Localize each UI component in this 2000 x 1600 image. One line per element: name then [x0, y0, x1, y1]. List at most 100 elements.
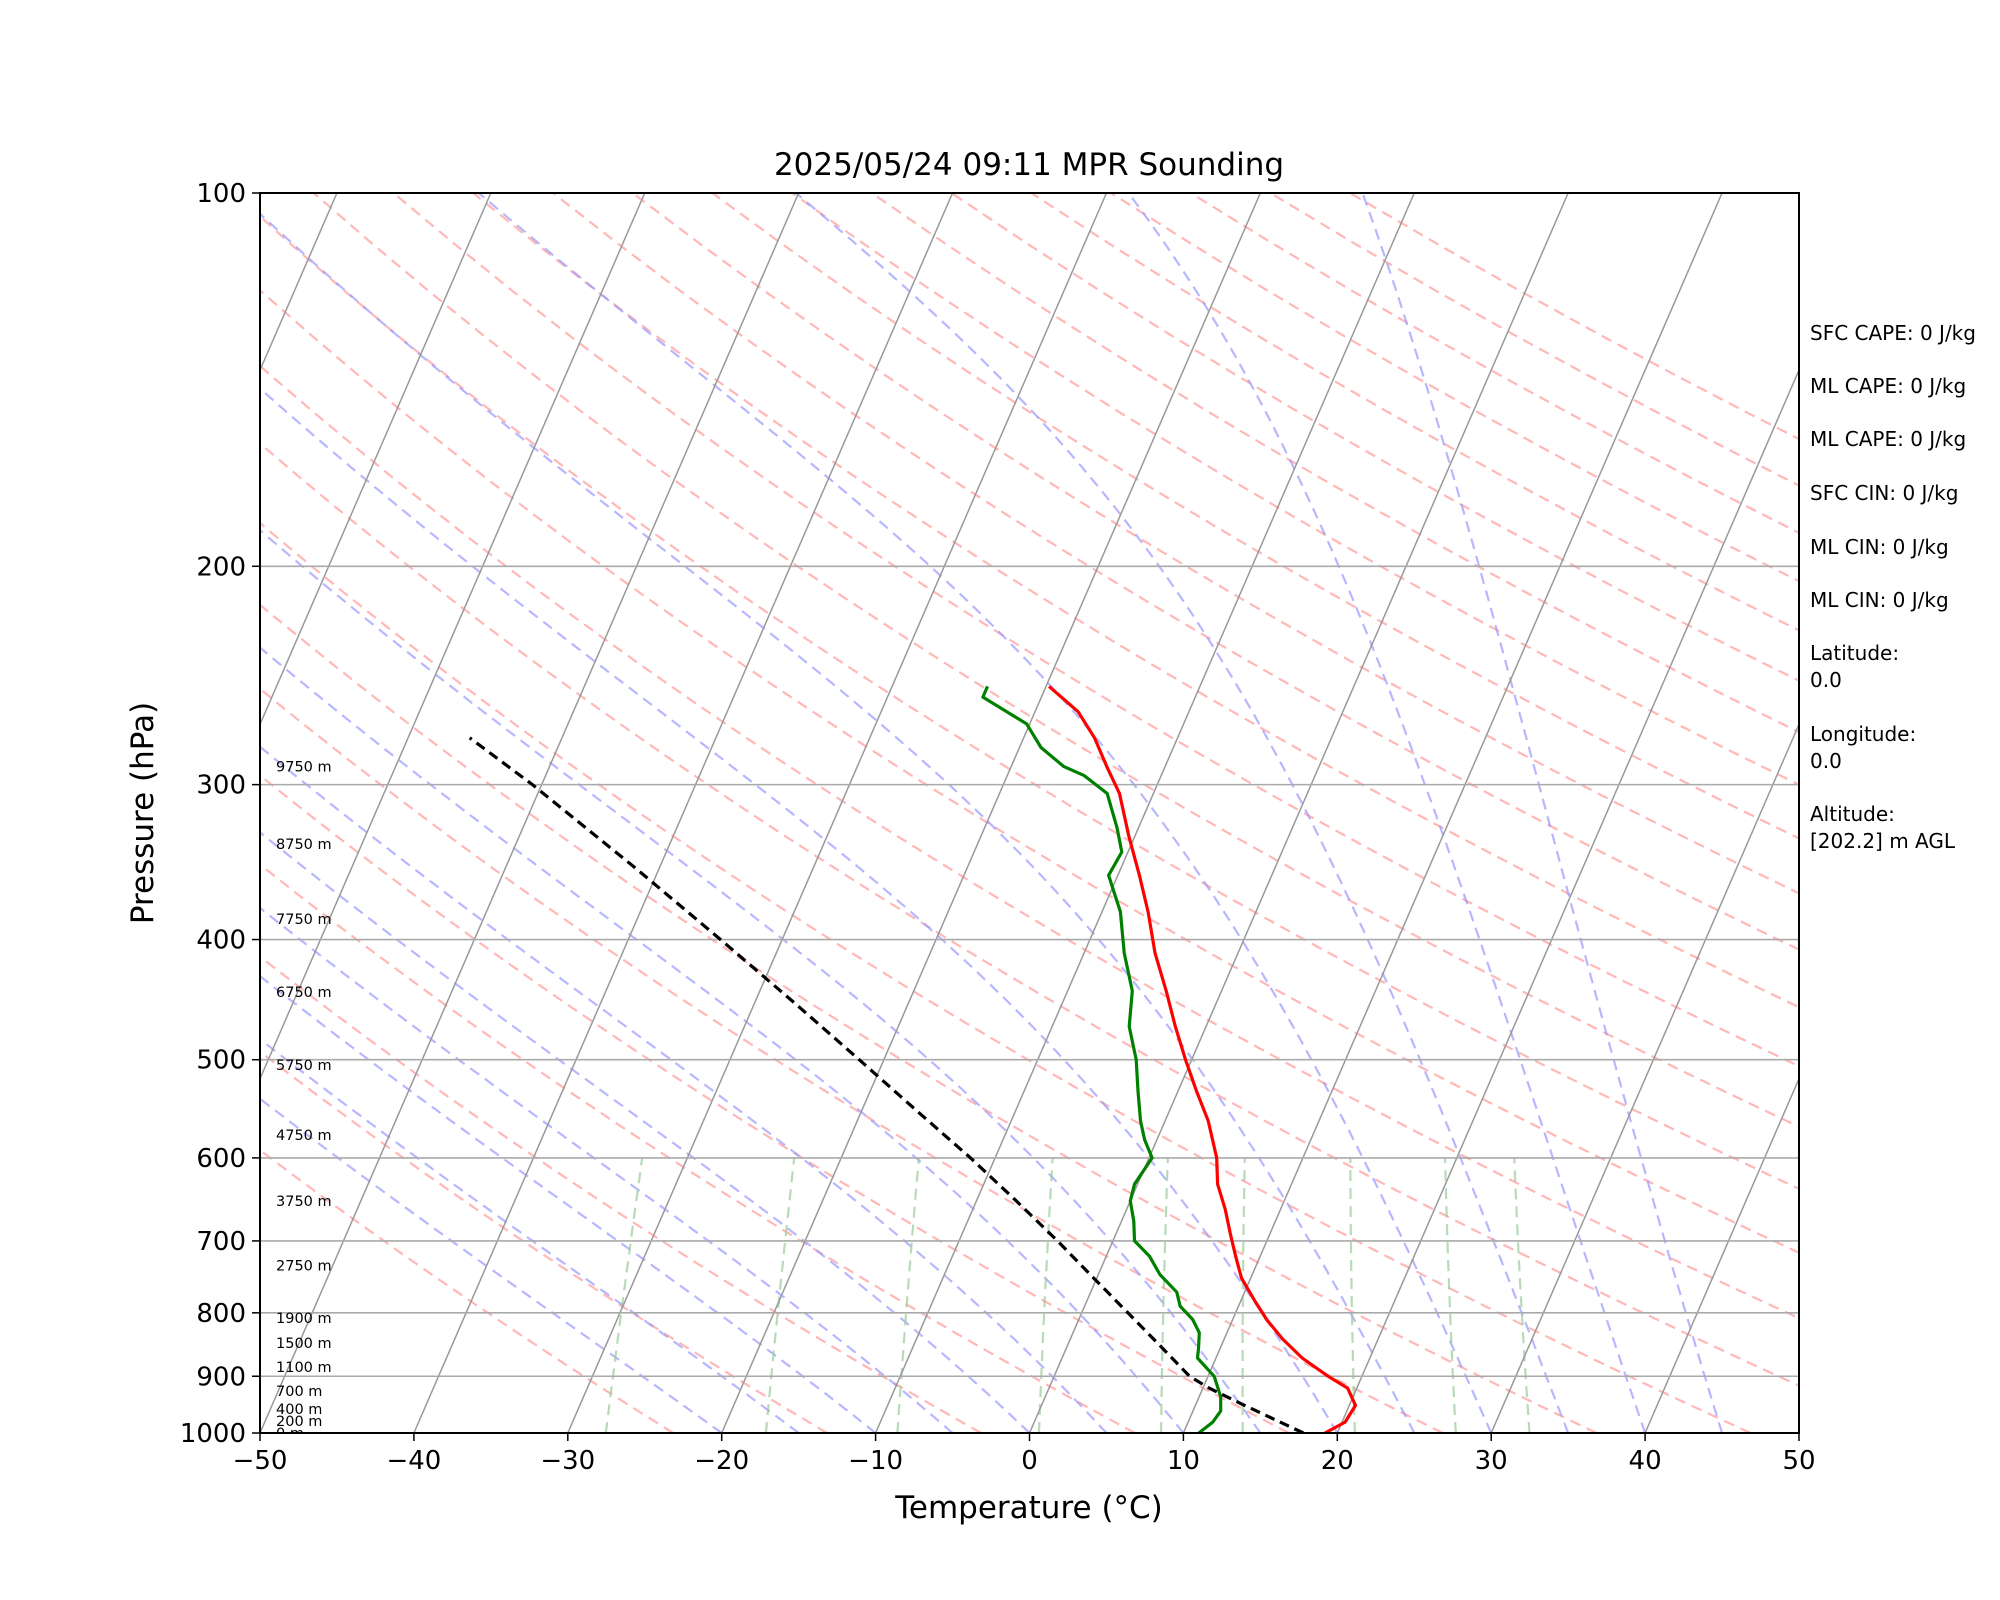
- mixing-ratio-line: [896, 1157, 920, 1433]
- height-label: 4750 m: [276, 1128, 332, 1144]
- x-tick-label: 10: [1167, 1446, 1200, 1476]
- isotherm-line: [567, 193, 1108, 1433]
- chart-title: 2025/05/24 09:11 MPR Sounding: [774, 147, 1284, 183]
- y-tick-label: 700: [196, 1227, 246, 1257]
- mixing-ratio-line: [1444, 1157, 1457, 1433]
- y-tick-label: 300: [196, 771, 246, 801]
- x-tick-label: −50: [233, 1446, 288, 1476]
- y-tick-label: 800: [196, 1299, 246, 1329]
- mixing-ratio-line: [1241, 1157, 1246, 1433]
- moist-adiabat: [260, 1097, 723, 1433]
- info-annotation: ML CAPE: 0 J/kg: [1810, 427, 1966, 451]
- isotherm-line: [721, 193, 1262, 1433]
- isotherm-line: [413, 193, 954, 1433]
- dry-adiabat: [871, 193, 1799, 734]
- dry-adiabat: [472, 193, 1799, 1009]
- mixing-ratio-line: [1513, 1157, 1531, 1433]
- x-tick-label: 0: [1021, 1446, 1038, 1476]
- dry-adiabat: [791, 193, 1799, 786]
- isotherm-line: [260, 193, 646, 1081]
- x-tick-label: −40: [386, 1446, 441, 1476]
- moist-adiabat: [260, 830, 1031, 1433]
- height-label: 3750 m: [276, 1194, 332, 1210]
- y-axis-label: Pressure (hPa): [125, 702, 161, 924]
- info-annotation: ML CAPE: 0 J/kg: [1810, 374, 1966, 398]
- y-tick-label: 100: [196, 179, 246, 209]
- height-label: 1900 m: [276, 1311, 332, 1327]
- y-tick-label: 900: [196, 1362, 246, 1392]
- dry-adiabat: [260, 687, 1444, 1433]
- height-label: 6750 m: [276, 985, 332, 1001]
- x-tick-label: 40: [1629, 1446, 1662, 1476]
- height-label: 8750 m: [276, 837, 332, 853]
- x-axis-label: Temperature (°C): [894, 1490, 1163, 1526]
- x-tick-label: −10: [848, 1446, 903, 1476]
- height-label: 200 m: [276, 1414, 322, 1430]
- dry-adiabat: [260, 773, 1290, 1433]
- isotherm-line: [874, 193, 1415, 1433]
- height-label: 5750 m: [276, 1058, 332, 1074]
- moist-adiabat: [1127, 193, 1647, 1433]
- mixing-ratio-line: [1037, 1157, 1054, 1433]
- isotherm-line: [1490, 722, 1799, 1433]
- axes-layer: −50 −40 −30 −20 −10 0 10 20 30 40 50 100 200 300 400 50…: [180, 179, 1816, 1476]
- dry-adiabat: [313, 193, 1799, 1128]
- info-annotation: Latitude:: [1810, 641, 1899, 665]
- dry-adiabat: [260, 1050, 828, 1433]
- info-annotation: Altitude:: [1810, 802, 1895, 826]
- height-label: 1500 m: [276, 1336, 332, 1352]
- dry-adiabat: [260, 288, 1799, 1254]
- dry-adiabat: [260, 441, 1799, 1387]
- info-annotation: ML CIN: 0 J/kg: [1810, 535, 1949, 559]
- moist-adiabat: [260, 974, 877, 1433]
- moist-adiabat: [260, 745, 1108, 1433]
- y-tick-label: 400: [196, 926, 246, 956]
- height-label: 2750 m: [276, 1259, 332, 1275]
- x-tick-label: −30: [540, 1446, 595, 1476]
- y-tick-label: 200: [196, 552, 246, 582]
- isotherm-line: [1644, 1076, 1799, 1433]
- info-annotation: SFC CIN: 0 J/kg: [1810, 481, 1958, 505]
- isotherm-line: [260, 193, 492, 727]
- dry-adiabat: [260, 1148, 674, 1433]
- moist-adiabat: [1361, 193, 1724, 1433]
- x-tick-label: 20: [1321, 1446, 1354, 1476]
- isotherm-line: [1028, 193, 1569, 1433]
- info-annotation: 0.0: [1810, 749, 1842, 773]
- moist-adiabat: [260, 528, 1262, 1433]
- dry-adiabat: [260, 521, 1751, 1433]
- height-label: 7750 m: [276, 912, 332, 928]
- mixing-ratio-line: [1160, 1157, 1169, 1433]
- height-label: 1100 m: [276, 1360, 332, 1376]
- info-annotation: SFC CAPE: 0 J/kg: [1810, 321, 1976, 345]
- info-annotation: [202.2] m AGL: [1810, 829, 1956, 853]
- dry-adiabat: [260, 863, 1136, 1433]
- height-label: 400 m: [276, 1402, 322, 1418]
- info-annotation: ML CIN: 0 J/kg: [1810, 588, 1949, 612]
- mixing-ratio-line: [764, 1157, 796, 1433]
- y-tick-label: 600: [196, 1144, 246, 1174]
- height-label: 700 m: [276, 1384, 322, 1400]
- moist-adiabat: [260, 906, 954, 1433]
- isotherm-line: [1336, 368, 1799, 1433]
- moist-adiabat: [260, 1037, 800, 1433]
- series-parcel-profile-line: [468, 736, 1305, 1433]
- height-label: 0 m: [276, 1426, 304, 1442]
- y-tick-label: 1000: [180, 1419, 246, 1449]
- info-annotation: Longitude:: [1810, 722, 1916, 746]
- x-tick-label: 50: [1782, 1446, 1815, 1476]
- x-tick-label: 30: [1475, 1446, 1508, 1476]
- height-label: 9750 m: [276, 759, 332, 775]
- y-tick-label: 500: [196, 1046, 246, 1076]
- x-tick-label: −20: [694, 1446, 749, 1476]
- isotherm-line: [1182, 193, 1723, 1433]
- dry-adiabat: [260, 603, 1598, 1433]
- dry-adiabat: [632, 193, 1799, 895]
- mixing-ratio-line: [604, 1157, 644, 1433]
- isotherm-line: [260, 193, 800, 1433]
- moist-adiabat: [260, 212, 1416, 1433]
- series-dewpoint-line: [981, 685, 1223, 1433]
